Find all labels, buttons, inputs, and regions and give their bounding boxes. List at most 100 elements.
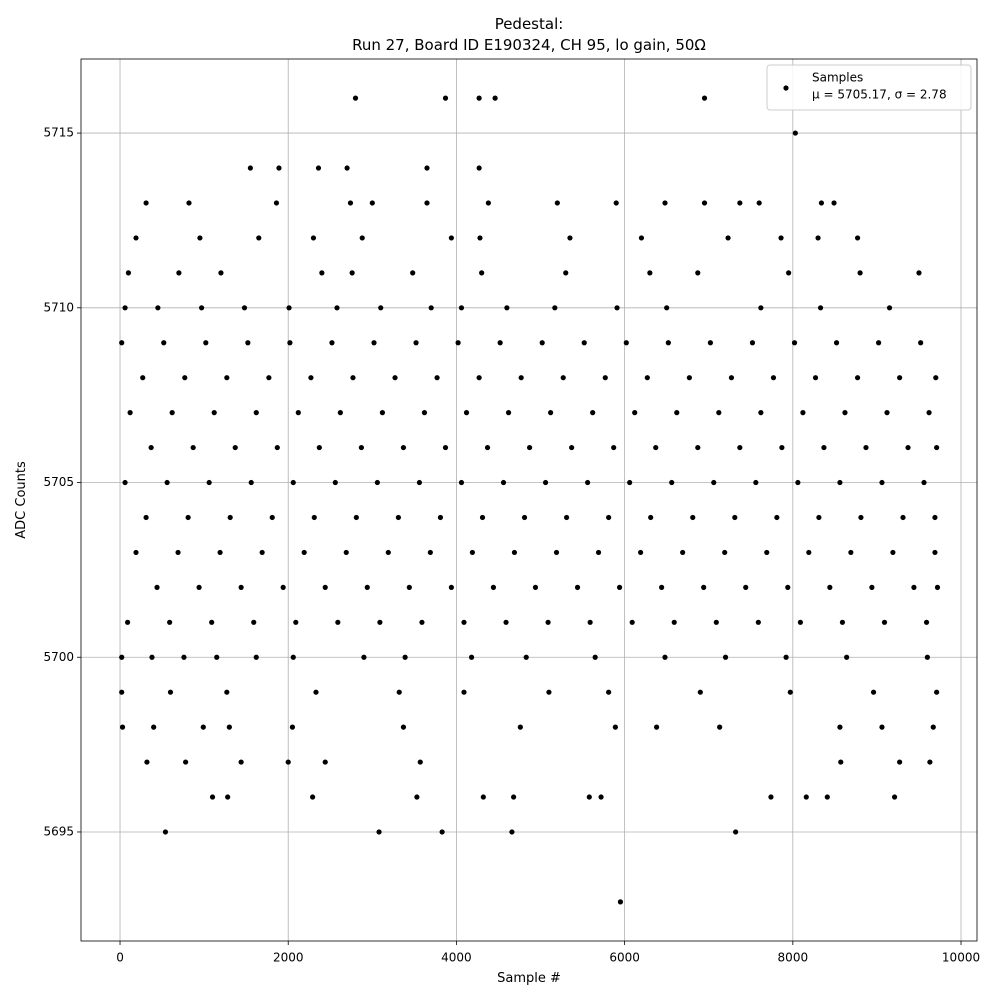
sample-point bbox=[671, 619, 677, 625]
sample-point bbox=[119, 654, 125, 660]
sample-point bbox=[648, 514, 654, 521]
sample-point bbox=[934, 584, 941, 590]
sample-point bbox=[463, 410, 470, 416]
sample-point bbox=[569, 444, 575, 451]
sample-point bbox=[574, 584, 581, 590]
sample-point bbox=[347, 200, 354, 206]
sample-point bbox=[232, 444, 238, 451]
points bbox=[119, 95, 941, 905]
sample-point bbox=[923, 619, 930, 625]
sample-point bbox=[733, 829, 739, 835]
sample-point bbox=[458, 479, 465, 486]
sample-point bbox=[227, 514, 233, 521]
sample-point bbox=[716, 410, 722, 416]
sample-point bbox=[413, 340, 419, 346]
sample-point bbox=[606, 689, 612, 695]
sample-point bbox=[755, 619, 761, 625]
sample-point bbox=[613, 200, 619, 206]
grid bbox=[81, 59, 977, 941]
sample-point bbox=[124, 619, 131, 625]
sample-point bbox=[837, 724, 843, 730]
sample-point bbox=[484, 444, 491, 451]
x-tick-label: 8000 bbox=[778, 951, 809, 965]
sample-point bbox=[419, 619, 425, 625]
sample-point bbox=[492, 95, 498, 101]
sample-point bbox=[818, 200, 825, 206]
sample-point bbox=[695, 270, 701, 276]
sample-point bbox=[612, 724, 618, 730]
sample-point bbox=[417, 759, 423, 765]
sample-point bbox=[817, 305, 824, 311]
sample-point bbox=[224, 375, 230, 381]
sample-point bbox=[737, 200, 743, 206]
sample-point bbox=[238, 759, 244, 765]
x-tick-label: 0 bbox=[116, 951, 124, 965]
sample-point bbox=[662, 654, 668, 660]
sample-point bbox=[563, 514, 570, 521]
sample-point bbox=[653, 724, 660, 730]
sample-point bbox=[319, 270, 325, 276]
sample-point bbox=[879, 724, 885, 730]
sample-point bbox=[379, 410, 386, 416]
sample-point bbox=[539, 340, 545, 346]
sample-point bbox=[884, 410, 890, 416]
sample-point bbox=[148, 444, 154, 451]
legend-label: Samples bbox=[812, 71, 863, 85]
sample-point bbox=[143, 514, 149, 521]
sample-point bbox=[290, 479, 296, 486]
sample-point bbox=[151, 724, 157, 730]
sample-point bbox=[505, 410, 512, 416]
sample-point bbox=[377, 619, 383, 625]
sample-point bbox=[563, 270, 569, 276]
sample-point bbox=[461, 689, 467, 695]
chart-title: Pedestal: bbox=[495, 15, 564, 33]
sample-point bbox=[722, 654, 729, 660]
sample-point bbox=[890, 549, 896, 556]
sample-point bbox=[476, 375, 482, 381]
x-tick-label: 4000 bbox=[441, 951, 472, 965]
sample-point bbox=[477, 235, 483, 241]
sample-point bbox=[839, 619, 846, 625]
sample-point bbox=[927, 759, 933, 765]
sample-point bbox=[918, 340, 924, 346]
sample-point bbox=[392, 375, 398, 381]
sample-point bbox=[758, 410, 764, 416]
sample-point bbox=[827, 584, 833, 590]
sample-point bbox=[803, 794, 809, 800]
sample-point bbox=[349, 270, 355, 276]
y-axis-label: ADC Counts bbox=[14, 461, 29, 539]
sample-point bbox=[886, 305, 893, 311]
sample-point bbox=[701, 95, 708, 101]
sample-point bbox=[857, 270, 863, 276]
sample-point bbox=[837, 479, 843, 486]
sample-point bbox=[503, 619, 509, 625]
sample-point bbox=[334, 305, 340, 311]
sample-point bbox=[756, 200, 762, 206]
sample-point bbox=[500, 479, 507, 486]
sample-point bbox=[743, 584, 749, 590]
sample-point bbox=[480, 794, 486, 800]
plot-frame bbox=[80, 58, 978, 942]
sample-point bbox=[218, 270, 224, 276]
sample-point bbox=[831, 200, 837, 206]
sample-point bbox=[916, 270, 922, 276]
sample-point bbox=[353, 514, 359, 521]
sample-point bbox=[434, 375, 440, 381]
sample-point bbox=[424, 165, 430, 171]
ticks: 0 2000 4000 6000 8000 10000 5695 5700 5705 5710 57… bbox=[43, 126, 980, 965]
sample-point bbox=[644, 375, 650, 381]
sample-point bbox=[479, 514, 486, 521]
sample-point bbox=[361, 654, 367, 660]
sample-point bbox=[122, 305, 128, 311]
sample-point bbox=[560, 375, 566, 381]
sample-point bbox=[824, 794, 830, 800]
sample-point bbox=[695, 444, 701, 451]
sample-point bbox=[674, 410, 680, 416]
sample-point bbox=[206, 479, 212, 486]
sample-point bbox=[542, 479, 549, 486]
sample-point bbox=[815, 235, 821, 241]
sample-point bbox=[627, 479, 633, 486]
sample-point bbox=[149, 654, 155, 660]
sample-point bbox=[468, 654, 475, 660]
sample-point bbox=[266, 375, 272, 381]
